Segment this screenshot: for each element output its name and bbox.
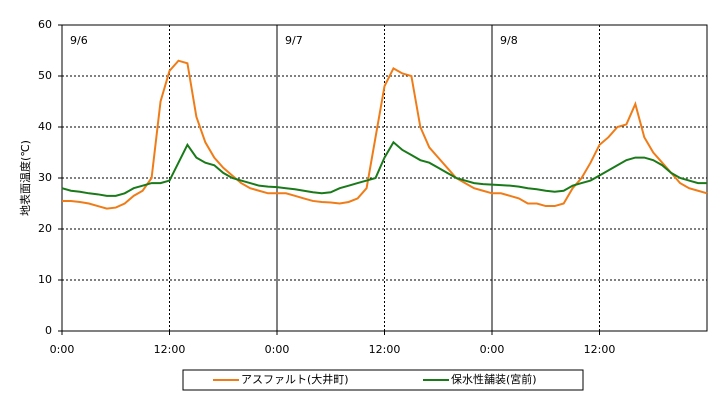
x-tick-label: 0:00 [265,343,290,356]
legend-label: アスファルト(大井町) [241,372,349,386]
x-tick-label: 12:00 [584,343,616,356]
y-tick-label: 30 [38,171,52,184]
x-tick-label: 12:00 [154,343,186,356]
x-tick-label: 0:00 [480,343,505,356]
annotation: 9/6 [70,34,88,47]
plot-frame [61,24,708,332]
y-tick-label: 50 [38,69,52,82]
x-tick-label: 0:00 [50,343,75,356]
y-axis-label: 地表面温度(℃) [18,140,32,216]
y-tick-label: 40 [38,120,52,133]
legend-box [182,369,584,391]
y-tick-label: 0 [45,324,52,337]
series-line [62,59,708,210]
x-tick-label: 12:00 [369,343,401,356]
y-tick-label: 20 [38,222,52,235]
series-line [61,140,707,197]
y-tick-label: 60 [38,18,52,31]
annotation: 9/8 [500,34,518,47]
annotation: 9/7 [285,34,303,47]
y-tick-label: 10 [38,273,52,286]
legend-label: 保水性舗装(宮前) [451,372,537,386]
